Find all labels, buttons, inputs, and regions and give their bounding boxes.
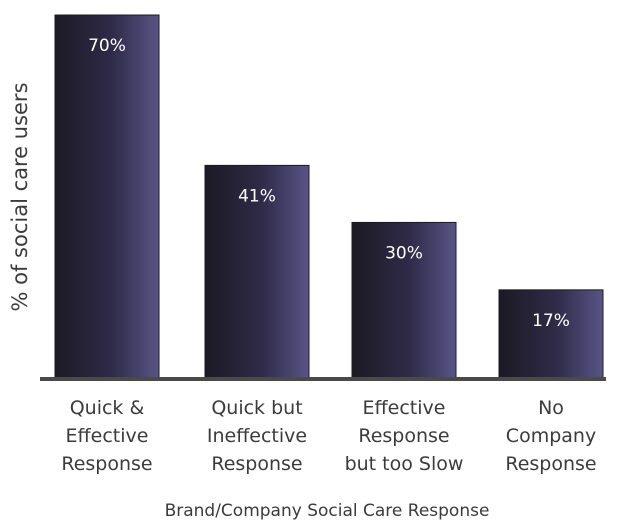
x-tick-label-4: No Company Response — [505, 397, 596, 475]
x-tick-label-line: Ineffective — [207, 425, 307, 447]
x-tick-label-1: Quick & Effective Response — [61, 397, 152, 475]
x-tick-label-3: Effective Response but too Slow — [345, 397, 464, 475]
x-tick-label-line: No — [538, 397, 564, 419]
bar-4 — [498, 289, 604, 379]
x-tick-label-line: Quick & — [70, 397, 145, 419]
bar-value-label-4: 17% — [532, 311, 570, 331]
x-tick-labels: Quick & Effective Response Quick but Ineffec… — [61, 397, 596, 475]
y-axis-title: % of social care users — [8, 82, 32, 311]
x-tick-label-line: Effective — [363, 397, 446, 419]
bar-value-label-3: 30% — [385, 243, 423, 263]
bar-3 — [351, 221, 457, 379]
bar-1 — [54, 14, 160, 379]
x-tick-label-line: but too Slow — [345, 453, 464, 475]
x-tick-label-2: Quick but Ineffective Response — [207, 397, 307, 475]
bar-value-label-1: 70% — [88, 36, 126, 56]
x-axis-title: Brand/Company Social Care Response — [165, 501, 490, 521]
x-tick-label-line: Quick but — [211, 397, 302, 419]
x-tick-label-line: Response — [505, 453, 596, 475]
bars-layer: 70% 41% 30% 17% — [54, 14, 604, 379]
x-tick-label-line: Response — [211, 453, 302, 475]
x-tick-label-line: Company — [506, 425, 596, 447]
x-axis-baseline — [40, 377, 606, 381]
x-tick-label-line: Response — [358, 425, 449, 447]
x-tick-label-line: Effective — [66, 425, 149, 447]
bar-2 — [204, 164, 310, 379]
x-tick-label-line: Response — [61, 453, 152, 475]
bar-value-label-2: 41% — [238, 186, 276, 206]
